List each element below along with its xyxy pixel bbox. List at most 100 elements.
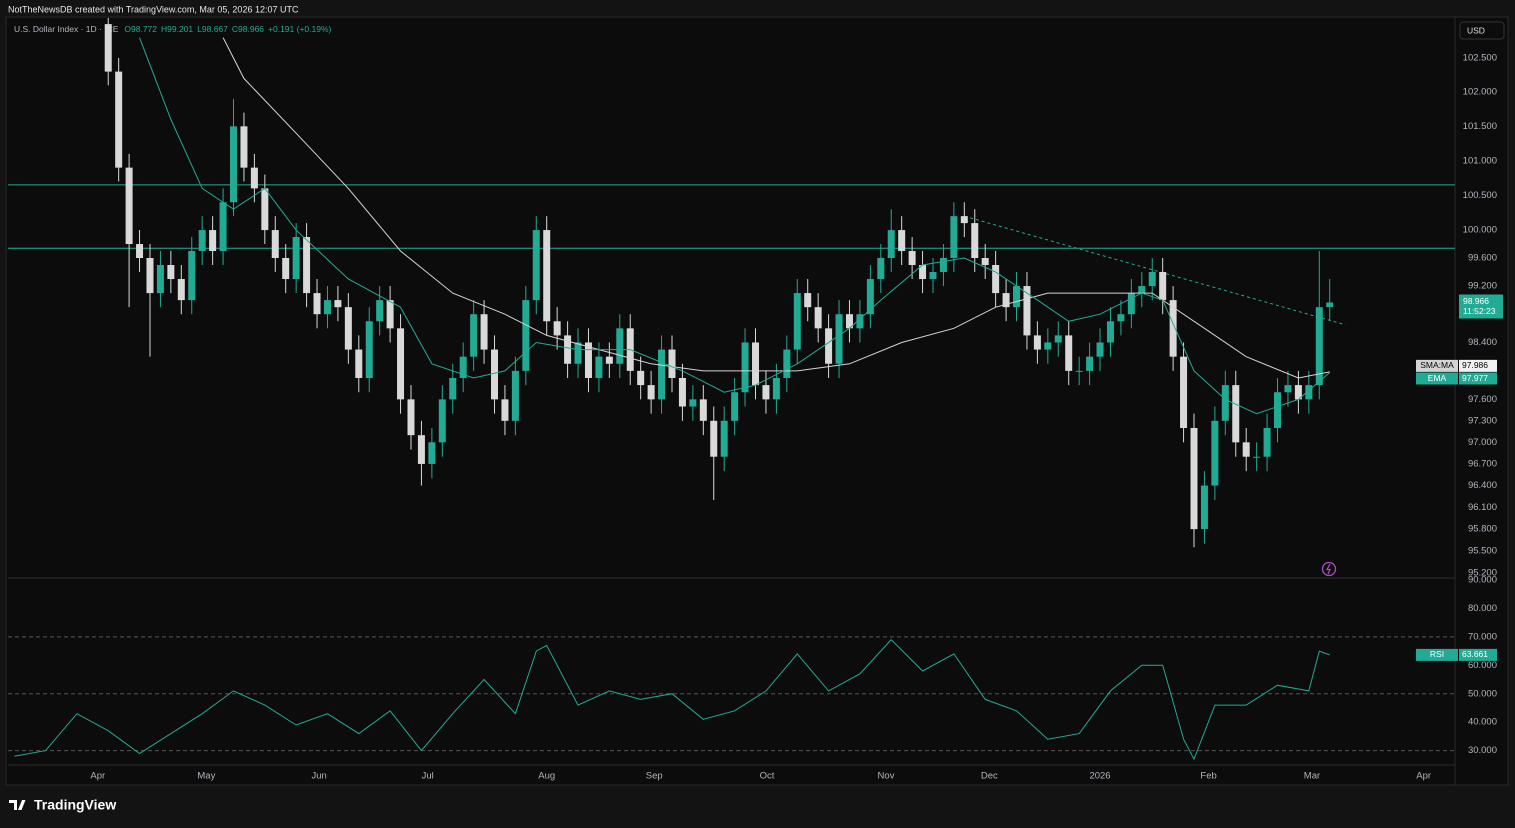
y-tick-label: 100.500 bbox=[1463, 190, 1497, 201]
price-tag: 98.966 bbox=[1463, 296, 1489, 306]
tag-name: EMA bbox=[1428, 373, 1447, 383]
candle-body bbox=[417, 435, 425, 464]
y-tick-label: 99.600 bbox=[1468, 253, 1497, 264]
candle-body bbox=[1190, 427, 1198, 530]
candle-body bbox=[678, 377, 686, 407]
currency-button[interactable] bbox=[1459, 21, 1505, 40]
candle-body bbox=[344, 307, 352, 350]
candle-body bbox=[261, 188, 269, 231]
tag-name-box bbox=[1416, 372, 1458, 385]
candle-body bbox=[731, 392, 739, 421]
candle-body bbox=[1274, 392, 1282, 428]
candle-body bbox=[689, 399, 697, 407]
candle-body bbox=[637, 370, 645, 386]
candle-body bbox=[1002, 293, 1010, 308]
candle-body bbox=[564, 335, 572, 364]
y-tick-label: 98.400 bbox=[1468, 337, 1497, 348]
symbol: U.S. Dollar Index · 1D · ICE bbox=[14, 24, 119, 34]
x-tick-label: Jul bbox=[422, 771, 434, 782]
candle-body bbox=[167, 265, 175, 280]
candle-body bbox=[438, 399, 446, 443]
candle-body bbox=[595, 356, 603, 378]
candle-body bbox=[156, 265, 164, 294]
candle-body bbox=[1180, 356, 1188, 428]
logo-mark bbox=[9, 800, 26, 810]
x-tick-label: Apr bbox=[1416, 771, 1431, 782]
candle-body bbox=[282, 258, 290, 280]
candle-body bbox=[470, 314, 478, 357]
tag-name-box bbox=[1416, 359, 1458, 372]
candle-body bbox=[522, 300, 530, 371]
candle-body bbox=[835, 314, 843, 364]
candle-body bbox=[115, 71, 123, 168]
candle-body bbox=[825, 328, 833, 364]
candle-body bbox=[1138, 286, 1146, 294]
candle-body bbox=[762, 385, 770, 400]
candle-body bbox=[543, 230, 551, 322]
moving-average bbox=[222, 37, 1330, 379]
candle-body bbox=[898, 230, 906, 252]
candle-body bbox=[355, 349, 363, 378]
y-tick-label: 60.000 bbox=[1468, 660, 1497, 671]
y-tick-label: 101.500 bbox=[1463, 121, 1497, 132]
candle-body bbox=[1232, 385, 1240, 443]
candle-body bbox=[1315, 307, 1323, 386]
y-tick-label: 90.000 bbox=[1468, 575, 1497, 586]
candle-body bbox=[752, 342, 760, 386]
candle-body bbox=[1326, 302, 1334, 308]
y-tick-label: 99.200 bbox=[1468, 281, 1497, 292]
candle-body bbox=[866, 279, 874, 315]
candle-body bbox=[1169, 300, 1177, 357]
price-tag-box bbox=[1459, 294, 1503, 319]
ohlc: C98.966 bbox=[232, 24, 264, 34]
event-icon[interactable] bbox=[1321, 561, 1337, 577]
candle-body bbox=[313, 293, 321, 315]
candle-body bbox=[1253, 456, 1261, 458]
y-tick-label: 50.000 bbox=[1468, 688, 1497, 699]
ohlc: L98.667 bbox=[197, 24, 228, 34]
candle-body bbox=[501, 399, 509, 421]
candle-body bbox=[699, 399, 707, 421]
candle-body bbox=[960, 216, 968, 224]
x-tick-label: Dec bbox=[981, 771, 998, 782]
candle-body bbox=[511, 370, 519, 421]
candle-body bbox=[772, 377, 780, 400]
candle-body bbox=[877, 258, 885, 280]
candle-body bbox=[219, 202, 227, 252]
chart-area bbox=[5, 16, 1509, 786]
y-tick-label: 40.000 bbox=[1468, 717, 1497, 728]
candle-body bbox=[1054, 335, 1062, 343]
candle-body bbox=[334, 300, 342, 308]
tag-value: 97.977 bbox=[1462, 373, 1488, 383]
x-tick-label: Apr bbox=[90, 771, 105, 782]
candle-body bbox=[783, 349, 791, 378]
candle-body bbox=[929, 272, 937, 280]
candle-body bbox=[856, 314, 864, 329]
candle-body bbox=[1117, 314, 1125, 322]
candle-body bbox=[1200, 485, 1208, 530]
y-tick-label: 96.700 bbox=[1468, 458, 1497, 469]
currency-label[interactable]: USD bbox=[1467, 25, 1485, 35]
candle-body bbox=[1127, 293, 1135, 315]
candle-body bbox=[407, 399, 415, 436]
candle-body bbox=[376, 300, 384, 322]
y-tick-label: 96.100 bbox=[1468, 502, 1497, 513]
candle-body bbox=[209, 230, 217, 252]
candle-body bbox=[397, 328, 405, 400]
candle-body bbox=[271, 230, 279, 259]
logo: TradingView bbox=[9, 797, 116, 813]
candle-body bbox=[1044, 342, 1052, 350]
legend: U.S. Dollar Index · 1D · ICE O98.772 H99.2… bbox=[14, 24, 332, 34]
rsi-line bbox=[14, 638, 1330, 761]
x-tick-label: Sep bbox=[646, 771, 663, 782]
candle-body bbox=[710, 420, 718, 457]
candle-body bbox=[616, 328, 624, 364]
candle-body bbox=[250, 167, 258, 189]
candle-body bbox=[1284, 385, 1292, 393]
candle-body bbox=[793, 293, 801, 350]
y-tick-label: 97.600 bbox=[1468, 394, 1497, 405]
x-tick-label: Mar bbox=[1304, 771, 1320, 782]
trendline bbox=[964, 215, 1346, 326]
candle-body bbox=[1159, 272, 1167, 301]
